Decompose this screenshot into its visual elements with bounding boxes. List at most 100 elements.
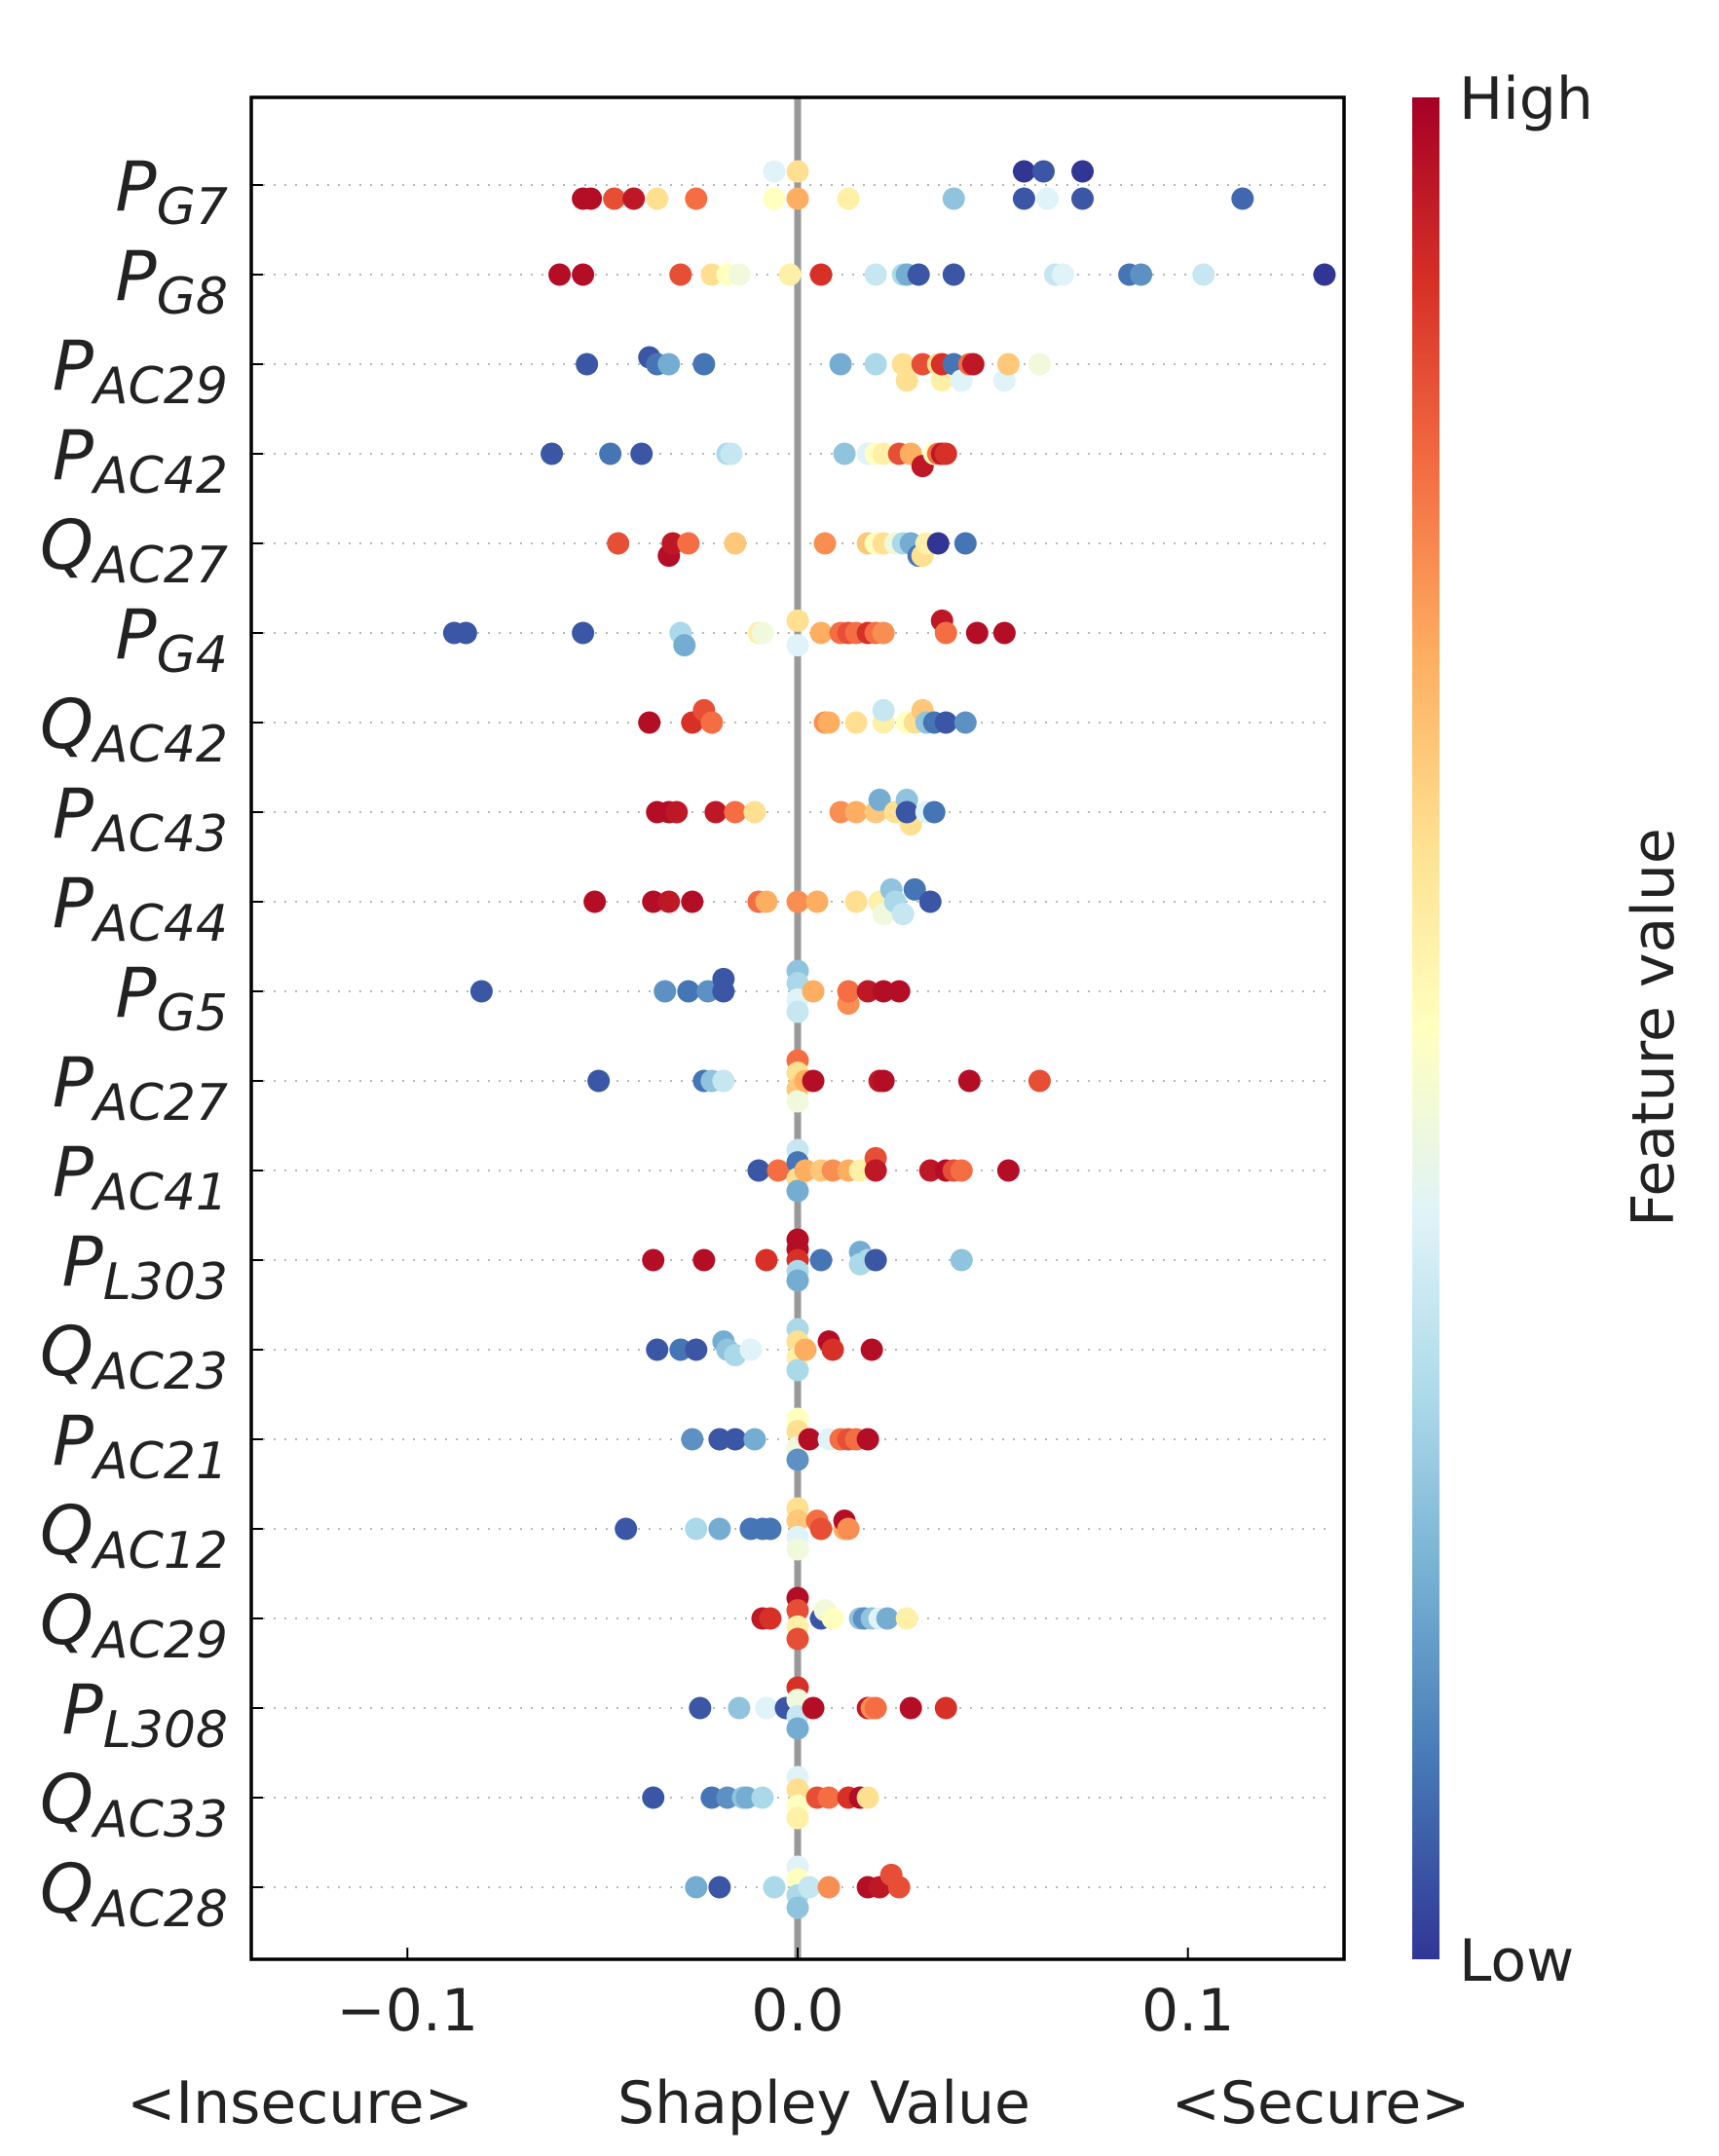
feature-label: PAC42	[53, 416, 228, 505]
shap-point	[953, 711, 977, 734]
shap-point	[864, 263, 887, 286]
shap-point	[844, 711, 868, 734]
shap-point	[728, 1696, 751, 1720]
shap-point	[802, 1069, 825, 1093]
shap-point	[685, 1338, 708, 1361]
feature-label: PAC43	[53, 774, 228, 864]
shap-point	[677, 980, 700, 1003]
shap-point	[685, 1876, 708, 1899]
shap-point	[766, 1159, 790, 1182]
xtick-label: 0.0	[751, 1977, 843, 2045]
shap-point	[646, 1338, 669, 1361]
shap-point	[755, 1696, 778, 1720]
shap-point	[735, 1786, 759, 1809]
feature-label: QAC23	[40, 1312, 228, 1401]
shap-point	[681, 890, 704, 913]
shap-point	[583, 890, 607, 913]
shap-point	[642, 1786, 665, 1809]
shap-point	[681, 1428, 704, 1451]
shap-point	[743, 800, 766, 824]
shap-point	[642, 890, 665, 913]
shap-point	[786, 609, 809, 632]
shap-point	[724, 800, 747, 824]
shap-point	[794, 1159, 817, 1182]
shap-point	[607, 532, 630, 555]
shap-point	[724, 532, 747, 555]
shap-point	[786, 890, 809, 913]
shap-point	[786, 1538, 809, 1561]
shap-point	[930, 369, 953, 392]
data-points	[442, 160, 1336, 1919]
shap-point	[786, 1778, 809, 1802]
shap-point	[864, 353, 887, 376]
shap-point	[1071, 187, 1095, 210]
shap-point	[965, 621, 989, 645]
xlabel-center: Shapley Value	[617, 2069, 1030, 2137]
shap-point	[704, 800, 728, 824]
shap-point	[802, 1696, 825, 1720]
shap-point	[798, 1876, 821, 1899]
shap-point	[786, 1627, 809, 1651]
shap-point	[1313, 263, 1336, 286]
shap-point	[876, 1607, 899, 1630]
feature-label: QAC33	[40, 1760, 228, 1849]
shap-point	[603, 187, 626, 210]
shap-point	[454, 621, 477, 645]
shap-point	[700, 263, 724, 286]
shap-point	[950, 1248, 973, 1272]
shap-point	[642, 1248, 665, 1272]
shap-point	[708, 1428, 731, 1451]
shap-point	[864, 1159, 887, 1182]
shap-point	[692, 353, 716, 376]
shap-point	[576, 353, 599, 376]
shap-point	[786, 1000, 809, 1023]
shap-point	[918, 890, 942, 913]
shap-point	[934, 621, 957, 645]
shap-point	[786, 634, 809, 657]
shap-point	[895, 1607, 918, 1630]
shap-point	[817, 1876, 841, 1899]
shap-point	[786, 187, 809, 210]
shap-point	[942, 187, 965, 210]
colorbar-high-label: High	[1459, 65, 1593, 133]
shap-point	[918, 1159, 942, 1182]
shap-point	[817, 711, 841, 734]
feature-label: PL303	[62, 1222, 228, 1312]
shap-point	[708, 1517, 731, 1541]
xtick-label: 0.1	[1141, 1977, 1234, 2045]
shap-point	[911, 353, 934, 376]
x-axis-ticks: −0.1 0.0 0.1	[336, 1948, 1234, 2045]
shap-point	[1051, 263, 1074, 286]
shap-point	[469, 980, 493, 1003]
feature-label: QAC28	[40, 1849, 228, 1939]
feature-label: QAC29	[40, 1580, 228, 1670]
feature-label: PG8	[115, 237, 228, 326]
shap-point	[786, 1090, 809, 1113]
shap-point	[673, 634, 696, 657]
shap-point	[786, 160, 809, 183]
shap-point	[899, 1696, 922, 1720]
shap-point	[685, 1517, 708, 1541]
shap-point	[689, 1696, 712, 1720]
shap-point	[786, 1509, 809, 1533]
shap-point	[1012, 187, 1035, 210]
shap-point	[887, 1876, 911, 1899]
shap-point	[1012, 160, 1035, 183]
shap-point	[872, 621, 895, 645]
feature-label: PG5	[115, 953, 228, 1043]
shap-point	[872, 442, 895, 465]
feature-label: PL308	[62, 1670, 228, 1760]
shap-point	[751, 1786, 774, 1809]
shap-point	[579, 187, 603, 210]
feature-label: PAC21	[53, 1401, 228, 1491]
shap-point	[572, 621, 595, 645]
shap-point	[844, 890, 868, 913]
shap-point	[1028, 353, 1051, 376]
shap-point	[747, 1159, 770, 1182]
shap-point	[700, 711, 724, 734]
shap-point	[763, 160, 786, 183]
shap-point	[712, 980, 735, 1003]
shap-point	[739, 1338, 763, 1361]
shap-point	[805, 890, 829, 913]
shap-point	[630, 442, 654, 465]
